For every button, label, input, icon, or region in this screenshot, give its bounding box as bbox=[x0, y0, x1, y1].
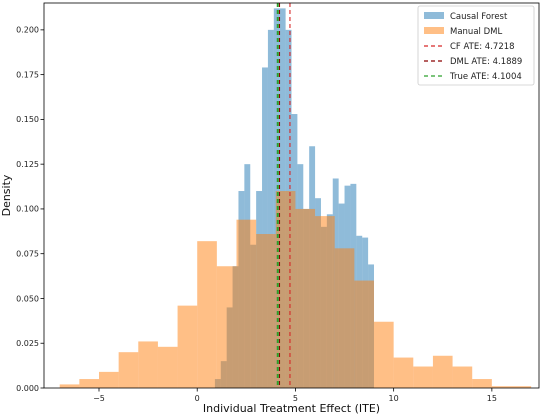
legend-label: True ATE: 4.1004 bbox=[449, 72, 522, 82]
y-tick-label: 0.000 bbox=[16, 384, 39, 393]
legend: Causal Forest Manual DML CF ATE: 4.7218 DML… bbox=[417, 5, 535, 86]
manual-dml-bar bbox=[393, 357, 414, 388]
manual-dml-bar bbox=[216, 266, 237, 388]
y-tick-label: 0.025 bbox=[16, 339, 39, 348]
legend-swatch bbox=[424, 27, 444, 34]
causal-forest-bar bbox=[262, 67, 268, 388]
y-tick-label: 0.075 bbox=[16, 249, 39, 258]
legend-label: CF ATE: 4.7218 bbox=[450, 42, 515, 52]
manual-dml-bar bbox=[491, 386, 512, 388]
manual-dml-bar bbox=[275, 191, 296, 388]
plot-frame bbox=[43, 2, 540, 389]
manual-dml-bar bbox=[157, 346, 178, 388]
manual-dml-bar bbox=[315, 216, 335, 388]
x-tick-label: 10 bbox=[389, 394, 399, 403]
manual-dml-bar bbox=[99, 371, 119, 388]
legend-box bbox=[417, 5, 535, 86]
y-tick-label: 0.125 bbox=[16, 160, 39, 169]
x-tick-label: −5 bbox=[93, 394, 105, 403]
manual-dml-bar bbox=[256, 234, 276, 388]
y-tick-label: 0.100 bbox=[16, 205, 39, 214]
manual-dml-bar bbox=[138, 341, 158, 388]
manual-dml-bar bbox=[177, 305, 198, 388]
y-axis-label: Density bbox=[0, 174, 13, 216]
y-tick-label: 0.200 bbox=[16, 26, 39, 35]
manual-dml-bar bbox=[334, 248, 355, 388]
manual-dml-bar bbox=[236, 219, 257, 388]
manual-dml-bar bbox=[118, 352, 139, 388]
x-tick-label: 5 bbox=[293, 394, 298, 403]
legend-label: Manual DML bbox=[450, 27, 502, 37]
manual-dml-bar bbox=[79, 379, 99, 388]
manual-dml-bar bbox=[413, 366, 433, 388]
x-tick-label: 0 bbox=[195, 394, 200, 403]
manual-dml-bar bbox=[472, 379, 492, 388]
legend-label: Causal Forest bbox=[450, 12, 508, 22]
manual-dml-bar bbox=[354, 280, 374, 388]
manual-dml-bar bbox=[295, 208, 316, 388]
y-tick-label: 0.175 bbox=[16, 70, 39, 79]
legend-label: DML ATE: 4.1889 bbox=[450, 57, 522, 67]
y-tick-label: 0.150 bbox=[16, 115, 39, 124]
manual-dml-bar bbox=[511, 386, 532, 388]
causal-forest-bar bbox=[267, 29, 274, 388]
manual-dml-bar bbox=[374, 321, 394, 388]
manual-dml-bar bbox=[59, 384, 80, 388]
manual-dml-bar bbox=[432, 355, 453, 388]
manual-dml-bar bbox=[197, 241, 217, 388]
y-tick-label: 0.050 bbox=[16, 294, 39, 303]
x-tick-label: 15 bbox=[487, 394, 497, 403]
x-axis-label: Individual Treatment Effect (ITE) bbox=[203, 402, 380, 415]
legend-swatch bbox=[424, 12, 444, 19]
manual-dml-bar bbox=[452, 366, 473, 388]
